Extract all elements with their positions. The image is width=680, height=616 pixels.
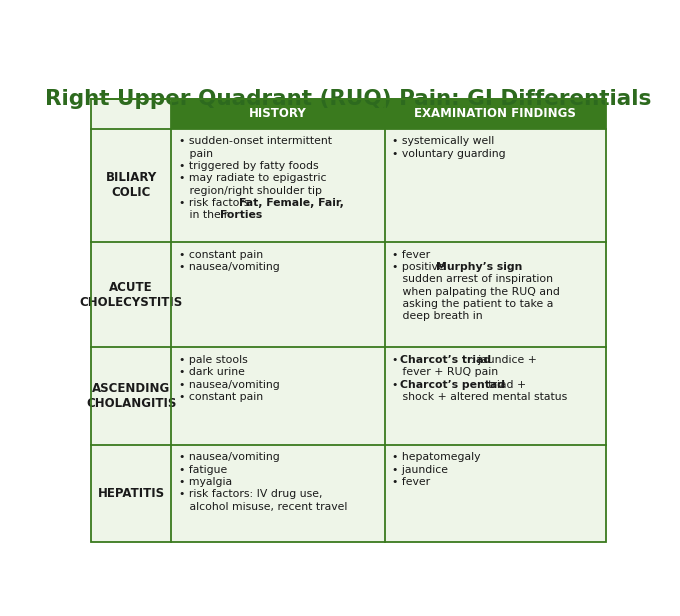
Text: Charcot’s triad: Charcot’s triad (400, 355, 491, 365)
Text: Fat, Female, Fair,: Fat, Female, Fair, (239, 198, 344, 208)
Bar (384, 99, 606, 129)
Text: fever + RUQ pain: fever + RUQ pain (392, 367, 498, 377)
Text: : triad +: : triad + (481, 379, 526, 389)
Bar (171, 347, 384, 445)
Text: • fever: • fever (392, 249, 430, 259)
Text: • systemically well: • systemically well (392, 136, 494, 146)
Text: • risk factors:: • risk factors: (179, 198, 256, 208)
Bar (91, 99, 171, 129)
Bar (91, 347, 171, 445)
Text: HISTORY: HISTORY (249, 107, 307, 121)
Text: • risk factors: IV drug use,: • risk factors: IV drug use, (179, 489, 322, 500)
Text: when palpating the RUQ and: when palpating the RUQ and (392, 286, 560, 296)
Text: sudden arrest of inspiration: sudden arrest of inspiration (392, 274, 554, 284)
Text: asking the patient to take a: asking the patient to take a (392, 299, 554, 309)
Text: : jaundice +: : jaundice + (471, 355, 537, 365)
Text: • myalgia: • myalgia (179, 477, 232, 487)
Text: • sudden-onset intermittent: • sudden-onset intermittent (179, 136, 332, 146)
Bar (384, 445, 606, 542)
Text: • nausea/vomiting: • nausea/vomiting (179, 379, 279, 389)
Text: shock + altered mental status: shock + altered mental status (392, 392, 568, 402)
Text: • nausea/vomiting: • nausea/vomiting (179, 452, 279, 463)
Text: • voluntary guarding: • voluntary guarding (392, 148, 506, 159)
Text: • fatigue: • fatigue (179, 464, 227, 475)
Text: deep breath in: deep breath in (392, 311, 483, 322)
Bar (91, 242, 171, 347)
Text: •: • (392, 355, 402, 365)
Text: in their: in their (179, 210, 231, 221)
Text: • may radiate to epigastric: • may radiate to epigastric (179, 173, 326, 184)
Text: • fever: • fever (392, 477, 430, 487)
Text: ACUTE
CHOLECYSTITIS: ACUTE CHOLECYSTITIS (80, 280, 183, 309)
Text: • dark urine: • dark urine (179, 367, 245, 377)
Text: •: • (392, 379, 402, 389)
Bar (171, 99, 384, 129)
Text: Charcot’s pentad: Charcot’s pentad (400, 379, 505, 389)
Text: BILIARY
COLIC: BILIARY COLIC (105, 171, 156, 199)
Text: :: : (503, 262, 507, 272)
Text: • pale stools: • pale stools (179, 355, 248, 365)
Bar (171, 242, 384, 347)
Text: • jaundice: • jaundice (392, 464, 448, 475)
Bar (384, 129, 606, 242)
Bar (384, 347, 606, 445)
Bar (91, 129, 171, 242)
Bar (384, 242, 606, 347)
Text: Right Upper Quadrant (RUQ) Pain: GI Differentials: Right Upper Quadrant (RUQ) Pain: GI Diff… (46, 89, 651, 109)
Text: Murphy’s sign: Murphy’s sign (436, 262, 522, 272)
Text: • hepatomegaly: • hepatomegaly (392, 452, 481, 463)
Text: EXAMINATION FINDINGS: EXAMINATION FINDINGS (414, 107, 576, 121)
Text: ASCENDING
CHOLANGITIS: ASCENDING CHOLANGITIS (86, 382, 176, 410)
Text: Forties: Forties (220, 210, 262, 221)
Text: pain: pain (179, 148, 213, 159)
Bar (91, 445, 171, 542)
Text: • triggered by fatty foods: • triggered by fatty foods (179, 161, 318, 171)
Text: • positive: • positive (392, 262, 448, 272)
Bar (171, 129, 384, 242)
Bar (171, 445, 384, 542)
Text: HEPATITIS: HEPATITIS (97, 487, 165, 500)
Text: • nausea/vomiting: • nausea/vomiting (179, 262, 279, 272)
Text: region/right shoulder tip: region/right shoulder tip (179, 185, 322, 196)
Text: • constant pain: • constant pain (179, 249, 263, 259)
Text: • constant pain: • constant pain (179, 392, 263, 402)
Text: alcohol misuse, recent travel: alcohol misuse, recent travel (179, 501, 347, 512)
